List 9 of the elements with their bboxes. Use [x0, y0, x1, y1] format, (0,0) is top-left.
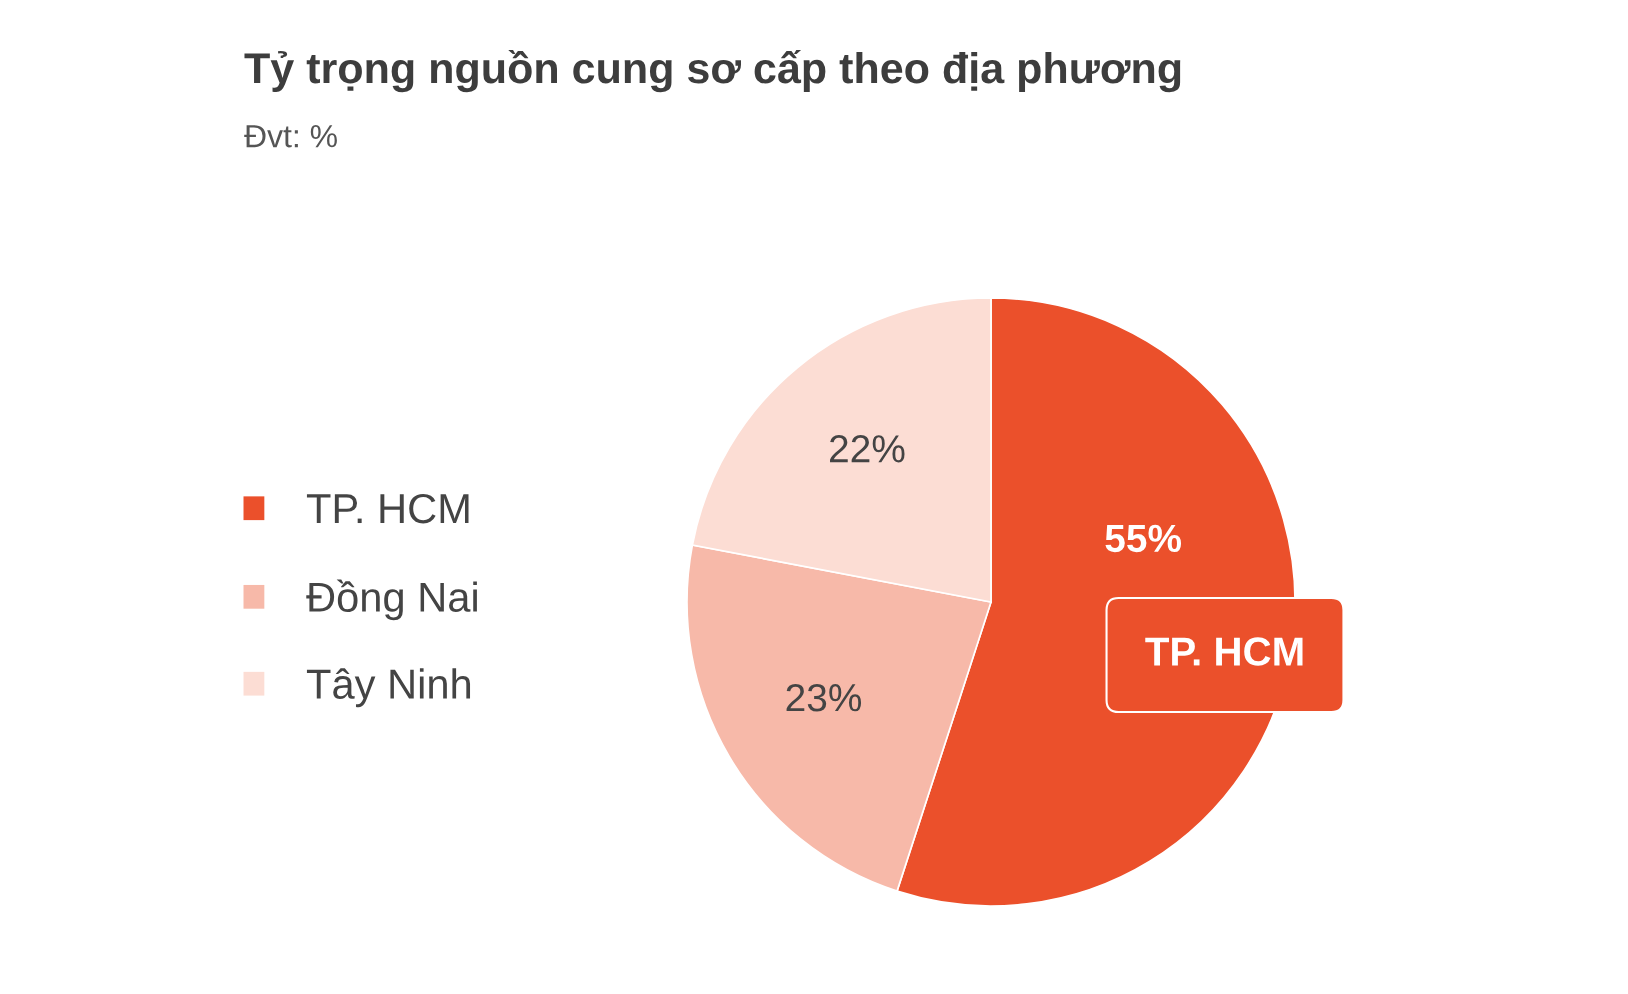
- data-label: 55%: [1105, 524, 1182, 553]
- text: TP. HCM: [1145, 637, 1303, 666]
- chart-subtitle: Đvt: %: [244, 124, 337, 148]
- data-label: 23%: [786, 683, 862, 712]
- chart-title: Tỷ trọng nguồn cung sơ cấp theo địa phương: [244, 50, 1181, 93]
- data-label: 22%: [830, 434, 905, 463]
- legend-label: Tây Ninh: [306, 668, 471, 708]
- legend-label: Đồng Nai: [306, 579, 477, 621]
- legend-label: TP. HCM: [306, 493, 469, 524]
